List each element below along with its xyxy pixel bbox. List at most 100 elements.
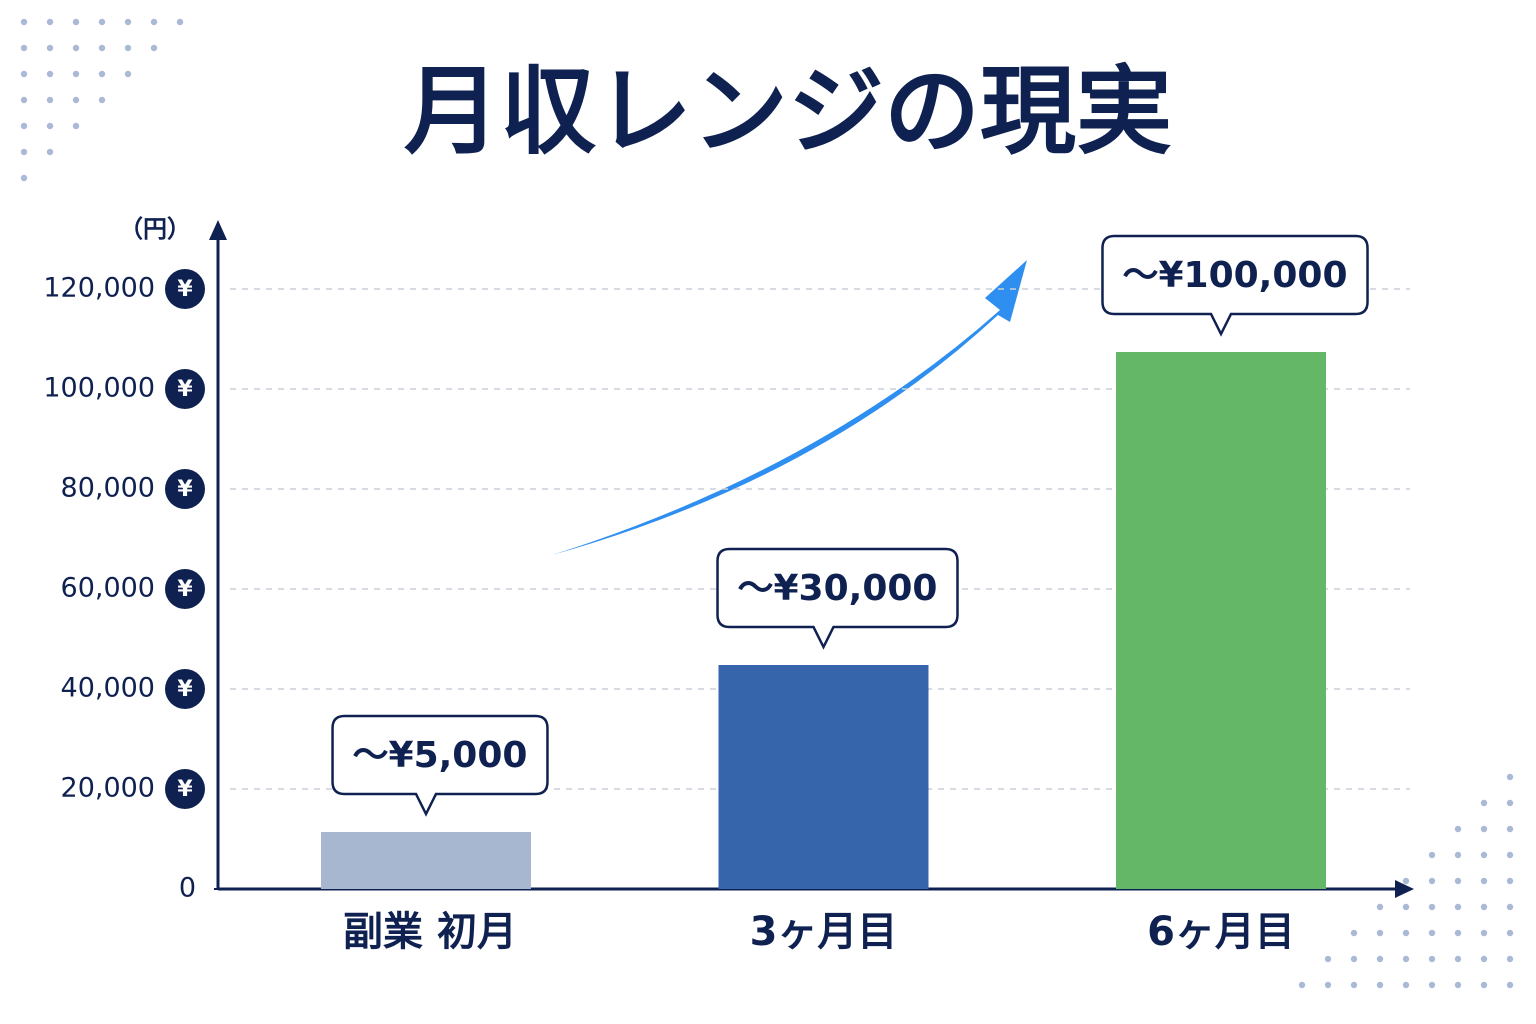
dot [1428,981,1436,989]
dot [1350,929,1358,937]
x-axis-arrow [1395,880,1414,898]
dot [20,18,28,26]
dot [1402,877,1410,885]
bar [718,665,929,889]
dot [1428,851,1436,859]
dot [98,70,106,78]
x-tick-label: 副業 初月 [343,909,517,955]
dot [124,18,132,26]
dot [1454,851,1462,859]
dot [1480,929,1488,937]
dot [1402,955,1410,963]
annotation-bubble [716,547,959,650]
dot [1402,929,1410,937]
dot [1480,851,1488,859]
dot [20,44,28,52]
yen-icon-label: ¥ [177,377,193,402]
dot [150,18,158,26]
dot [1350,955,1358,963]
chart-title: 月収レンジの現実 [404,55,1172,167]
dot [1428,955,1436,963]
dot [98,44,106,52]
dot [1376,929,1384,937]
dot [1428,929,1436,937]
x-tick-label: 3ヶ月目 [750,909,898,955]
dot [1506,799,1514,807]
annotation: 〜¥30,000 [738,568,938,609]
dot [1506,825,1514,833]
bar [1116,352,1326,889]
dot [1298,981,1306,989]
dot [20,96,28,104]
dot [1454,929,1462,937]
dot [1324,981,1332,989]
y-tick-label: 80,000 [61,473,155,504]
dot [1454,981,1462,989]
dot [1376,903,1384,911]
dot [1402,903,1410,911]
dot [72,122,80,130]
dot [72,70,80,78]
dot [1454,825,1462,833]
dot [20,70,28,78]
dot [20,122,28,130]
dot [46,44,54,52]
dot [46,18,54,26]
dot [20,174,28,182]
dot [1480,877,1488,885]
trend-arrow [552,260,1027,555]
y-tick-label: 100,000 [43,373,155,404]
yen-icon-label: ¥ [177,577,193,602]
dot [1428,877,1436,885]
dot [46,96,54,104]
y-tick-label: 0 [179,873,196,904]
x-tick-label: 6ヶ月目 [1147,909,1295,955]
dot [46,122,54,130]
annotation-bubble [1101,234,1369,337]
y-axis-arrow [209,220,227,240]
dot [1480,903,1488,911]
annotation-bubble [331,714,549,817]
dot [1428,903,1436,911]
annotation: 〜¥5,000 [353,735,528,776]
dot [176,18,184,26]
dot [1324,955,1332,963]
dot [1506,851,1514,859]
yen-icon-label: ¥ [177,277,193,302]
dot [98,18,106,26]
yen-icon [165,269,205,309]
dot [46,148,54,156]
dot [46,70,54,78]
yen-icon-label: ¥ [177,777,193,802]
dot [72,18,80,26]
yen-icon [165,569,205,609]
dot [124,70,132,78]
annotation: 〜¥100,000 [1122,255,1347,296]
dot [150,44,158,52]
dot [1454,955,1462,963]
dot [1480,955,1488,963]
y-tick-label: 120,000 [43,273,155,304]
dot [1350,981,1358,989]
dot [1454,877,1462,885]
y-tick-label: 40,000 [61,673,155,704]
dot [124,44,132,52]
y-unit: （円） [119,215,191,243]
dot [98,96,106,104]
dot [20,148,28,156]
dot [1454,903,1462,911]
dot [72,96,80,104]
y-tick-label: 60,000 [61,573,155,604]
dot [72,44,80,52]
dot [1376,981,1384,989]
yen-icon-label: ¥ [177,477,193,502]
dot [1506,903,1514,911]
yen-icon-label: ¥ [177,677,193,702]
decor-dots [20,18,1514,989]
dot [1506,955,1514,963]
dot [1506,929,1514,937]
bar [321,832,531,889]
yen-icon [165,769,205,809]
dot [1480,799,1488,807]
